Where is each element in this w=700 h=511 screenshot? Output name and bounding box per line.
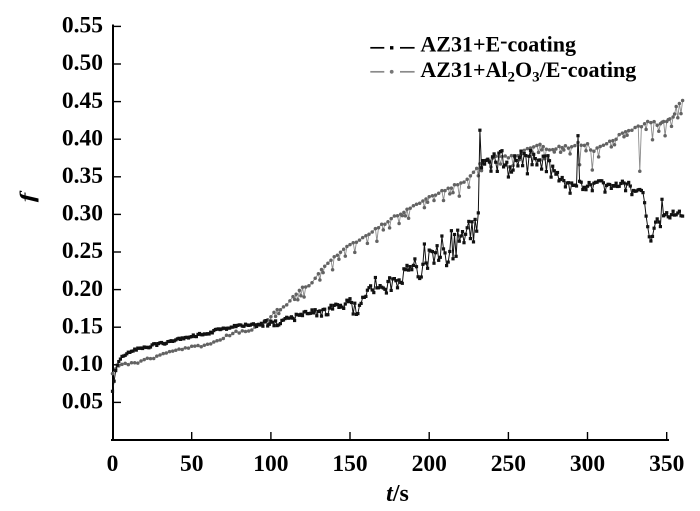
svg-text:0.25: 0.25 <box>62 238 103 264</box>
svg-text:0.35: 0.35 <box>62 163 103 189</box>
svg-text:0.40: 0.40 <box>62 125 103 151</box>
svg-text:350: 350 <box>649 451 684 477</box>
svg-text:0.15: 0.15 <box>62 313 103 339</box>
svg-text:0: 0 <box>107 451 119 477</box>
svg-text:0.30: 0.30 <box>62 201 103 227</box>
svg-text:0.50: 0.50 <box>62 50 103 76</box>
svg-text:0.10: 0.10 <box>62 351 103 377</box>
svg-text:0.45: 0.45 <box>62 88 103 114</box>
svg-text:300: 300 <box>570 451 605 477</box>
svg-text:150: 150 <box>332 451 367 477</box>
svg-text:AZ31+E-coating: AZ31+E-coating <box>420 28 576 57</box>
svg-text:t/s: t/s <box>386 481 409 507</box>
svg-text:250: 250 <box>491 451 526 477</box>
svg-text:0.20: 0.20 <box>62 276 103 302</box>
svg-text:0.55: 0.55 <box>62 13 103 39</box>
svg-text:0.05: 0.05 <box>62 389 103 415</box>
svg-text:50: 50 <box>180 451 204 477</box>
svg-text:200: 200 <box>412 451 447 477</box>
svg-text:100: 100 <box>253 451 288 477</box>
svg-text:f: f <box>16 190 39 203</box>
svg-text:AZ31+Al2O3/E-coating: AZ31+Al2O3/E-coating <box>420 54 636 86</box>
